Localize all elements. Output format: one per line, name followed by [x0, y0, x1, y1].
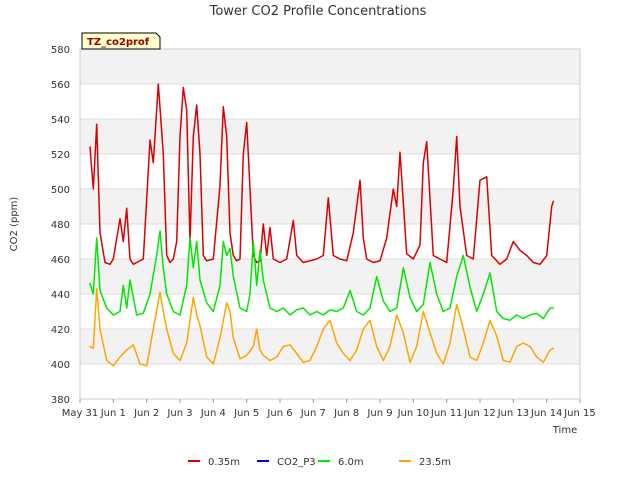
plot-background — [80, 49, 580, 399]
x-tick-label: Jun 2 — [133, 408, 159, 419]
x-tick-label: Jun 10 — [397, 408, 430, 419]
x-tick-label: Jun 4 — [200, 408, 226, 419]
x-tick-label: Jun 15 — [563, 408, 596, 419]
x-tick-label: Jun 1 — [100, 408, 126, 419]
y-tick-label: 380 — [51, 395, 70, 406]
x-tick-label: Jun 7 — [300, 408, 326, 419]
x-axis-ticks: May 31 Jun 1 Jun 2 Jun 3 Jun 4 Jun 5 Jun 6 Jun … — [62, 399, 596, 419]
y-tick-label: 460 — [51, 255, 70, 266]
x-tick-label: Jun 3 — [166, 408, 192, 419]
y-tick-label: 400 — [51, 360, 70, 371]
tag-box-shape — [81, 32, 161, 50]
y-axis-ticks: 380 400 420 440 460 480 500 520 540 560 580 — [51, 45, 70, 406]
y-tick-label: 500 — [51, 185, 70, 196]
y-tick-label: 580 — [51, 45, 70, 56]
y-axis-label: CO2 (ppm) — [9, 197, 20, 252]
legend-label-23.5m: 23.5m — [419, 457, 451, 468]
plot-band — [80, 84, 580, 119]
y-tick-label: 520 — [51, 150, 70, 161]
plot-band — [80, 49, 580, 84]
y-tick-label: 540 — [51, 115, 70, 126]
y-tick-label: 420 — [51, 325, 70, 336]
series-layer — [89, 83, 555, 367]
x-tick-label: May 31 — [62, 408, 99, 419]
legend-label-6.0m: 6.0m — [338, 457, 364, 468]
plot-band — [80, 154, 580, 189]
x-tick-label: Jun 6 — [266, 408, 292, 419]
y-tick-label: 440 — [51, 290, 70, 301]
plot-band — [80, 224, 580, 259]
x-tick-label: Jun 9 — [366, 408, 392, 419]
x-tick-label: Jun 8 — [333, 408, 359, 419]
y-tick-label: 480 — [51, 220, 70, 231]
legend: 0.35m CO2_P3 6.0m 23.5m — [188, 457, 451, 468]
plot-band — [80, 329, 580, 364]
x-tick-label: Jun 14 — [530, 408, 563, 419]
tag-label: TZ_co2prof — [87, 37, 150, 48]
series-line-6.0m — [89, 230, 555, 322]
plot-frame — [79, 48, 581, 400]
x-tick-label: Jun 12 — [463, 408, 496, 419]
x-tick-label: Jun 5 — [233, 408, 259, 419]
x-tick-label: Jun 13 — [497, 408, 530, 419]
series-line-0.35m — [89, 83, 555, 266]
x-tick-label: Jun 11 — [430, 408, 463, 419]
chart-title: Tower CO2 Profile Concentrations — [209, 4, 427, 19]
tag-box: TZ_co2prof — [81, 32, 161, 50]
x-axis-label: Time — [552, 425, 577, 436]
plot-band — [80, 364, 580, 399]
series-line-23.5m — [89, 288, 555, 367]
legend-label-CO2_P3: CO2_P3 — [277, 457, 316, 468]
legend-label-0.35m: 0.35m — [208, 457, 240, 468]
y-tick-label: 560 — [51, 80, 70, 91]
